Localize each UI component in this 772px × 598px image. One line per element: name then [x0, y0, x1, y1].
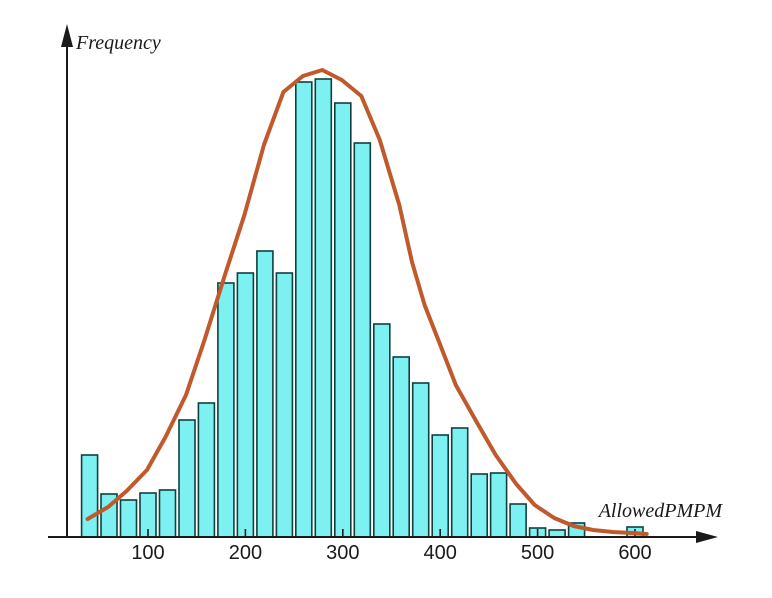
histogram-bar — [314, 78, 333, 538]
x-tick-label: 400 — [424, 542, 457, 564]
histogram-bar — [119, 499, 138, 538]
y-axis-label: Frequency — [75, 32, 161, 54]
histogram-bar — [217, 282, 235, 538]
y-axis-arrow — [61, 24, 73, 47]
histogram-bar — [450, 427, 469, 538]
x-tick-label: 600 — [618, 542, 651, 564]
histogram-bar — [548, 529, 566, 538]
histogram-bar — [256, 250, 274, 538]
x-axis-tick-labels-group: 100 200 300 400 500 600 — [131, 542, 651, 564]
axes-group — [48, 24, 718, 543]
histogram-bar — [275, 272, 294, 538]
histogram-bar — [431, 434, 450, 538]
histogram-bars-group — [80, 78, 644, 538]
x-tick-label: 200 — [229, 542, 262, 564]
histogram-bar — [236, 272, 255, 538]
histogram-bar — [392, 356, 411, 538]
normal-curve — [85, 68, 649, 536]
histogram-bar — [353, 142, 372, 538]
x-axis-arrow — [696, 531, 718, 543]
histogram-bar — [197, 402, 216, 538]
x-tick-label: 100 — [131, 542, 164, 564]
histogram-bar — [372, 323, 391, 538]
normal-curve-group — [85, 68, 649, 536]
histogram-bar — [333, 102, 352, 538]
histogram-bar — [294, 81, 313, 538]
histogram-bar — [158, 489, 177, 538]
histogram-bar — [489, 472, 508, 538]
x-tick-label: 500 — [521, 542, 554, 564]
histogram-bar — [178, 419, 196, 538]
x-axis-ticks-group — [147, 529, 636, 537]
histogram-bar — [80, 454, 99, 538]
histogram-bar — [411, 382, 430, 538]
x-tick-label: 300 — [326, 542, 359, 564]
histogram-bar — [509, 503, 527, 538]
x-axis-label: AllowedPMPM — [597, 500, 724, 522]
histogram-bar — [470, 473, 489, 538]
